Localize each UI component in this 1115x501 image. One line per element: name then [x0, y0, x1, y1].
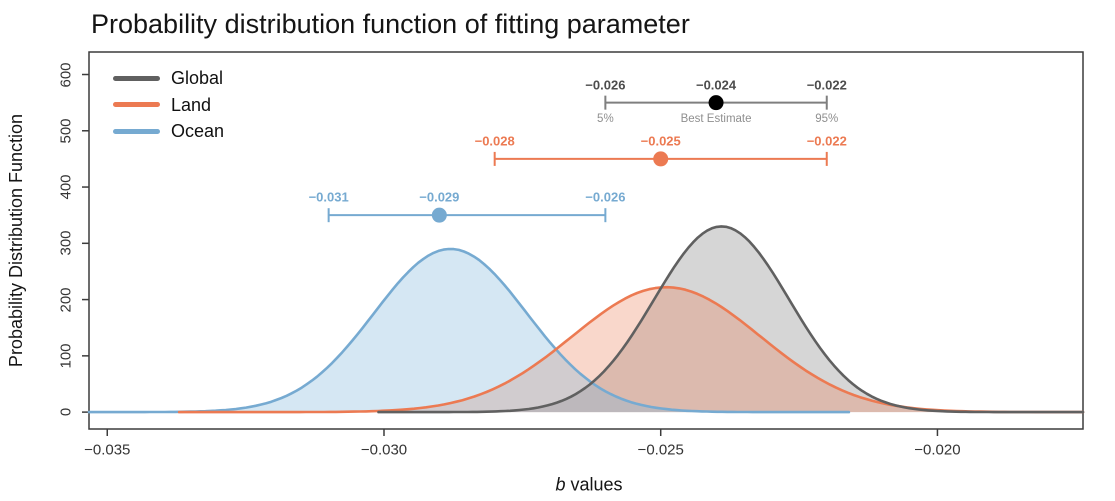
legend-label: Ocean [171, 121, 225, 142]
errorbar-value-label-global: −0.022 [806, 77, 847, 93]
legend-item-ocean: Ocean [113, 118, 224, 145]
errorbar-sublabel-global: 95% [815, 112, 839, 125]
legend-swatch-global [113, 75, 160, 81]
errorbar-dot-land [653, 151, 669, 167]
legend-label: Land [171, 94, 212, 115]
errorbar-value-label-land: −0.025 [640, 133, 681, 149]
density-line-global [377, 225, 1085, 414]
errorbar-value-label-ocean: −0.026 [585, 189, 626, 205]
x-axis-label-rest: values [565, 474, 623, 495]
y-tick-label: 500 [57, 118, 75, 144]
errorbar-value-label-ocean: −0.029 [419, 189, 460, 205]
density-fill-ocean [89, 249, 849, 413]
legend-swatch-land [113, 102, 160, 108]
y-tick-label: 200 [57, 287, 75, 313]
errorbar-value-label-land: −0.022 [806, 133, 847, 149]
x-tick-label: −0.035 [84, 441, 131, 459]
x-tick-label: −0.030 [360, 441, 408, 459]
y-tick-label: 600 [57, 61, 75, 88]
errorbar-sublabel-global: Best Estimate [680, 112, 752, 125]
x-tick-label: −0.025 [637, 441, 684, 459]
x-tick-label: −0.020 [914, 441, 961, 459]
chart-title: Probability distribution function of fit… [91, 9, 690, 39]
x-axis-label: b values [555, 475, 622, 496]
y-tick-label: 300 [57, 230, 75, 256]
errorbar-value-label-land: −0.028 [474, 133, 515, 149]
y-axis-label: Probability Distribution Function [6, 113, 27, 368]
errorbar-dot-ocean [431, 207, 447, 223]
errorbar-dot-global [708, 95, 724, 111]
y-tick-label: 400 [57, 174, 75, 200]
legend-swatch-ocean [113, 128, 160, 134]
legend: Global Land Ocean [113, 65, 224, 145]
legend-item-land: Land [113, 92, 224, 119]
y-tick-label: 100 [57, 343, 75, 369]
errorbar-value-label-global: −0.026 [585, 77, 626, 93]
errorbar-sublabel-global: 5% [597, 112, 614, 125]
x-axis-label-italic: b [555, 474, 566, 495]
plot-box [88, 51, 1084, 430]
legend-item-global: Global [113, 65, 224, 92]
density-fill-global [378, 226, 1083, 413]
errorbar-value-label-global: −0.024 [695, 77, 737, 93]
density-fill-land [179, 287, 1083, 413]
y-axis-label-wrap: Probability Distribution Function [0, 52, 34, 429]
y-tick-label: 0 [57, 407, 75, 417]
errorbar-value-label-ocean: −0.031 [308, 189, 349, 205]
density-line-ocean [87, 247, 851, 414]
legend-label: Global [171, 68, 224, 89]
